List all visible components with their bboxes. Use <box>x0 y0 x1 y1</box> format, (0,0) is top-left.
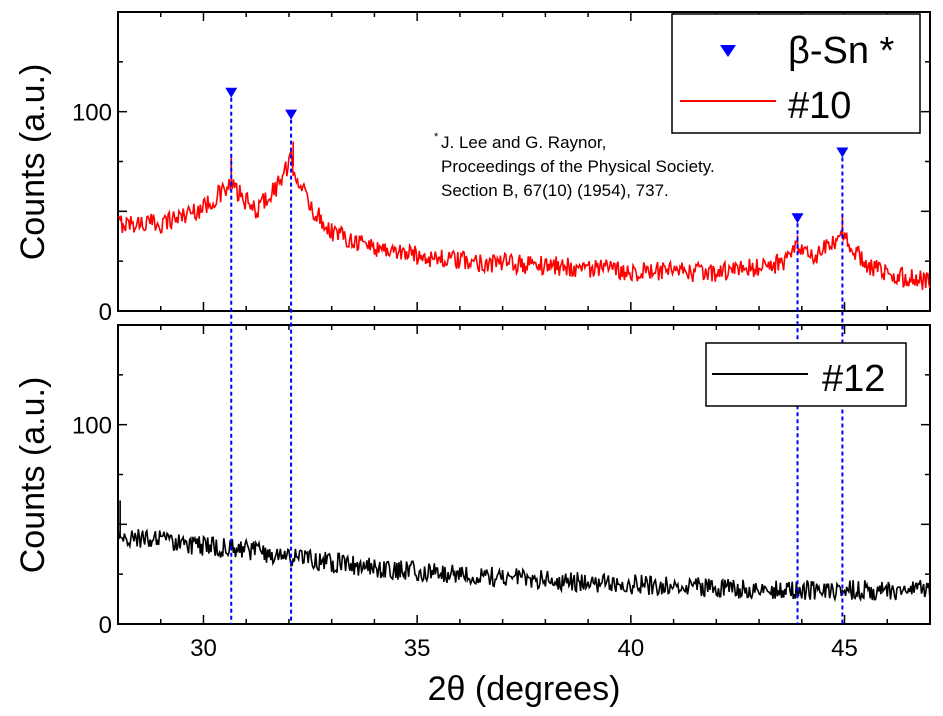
legend-triangle-marker <box>720 45 736 57</box>
citation-mark: * <box>434 131 439 143</box>
reference-citation: * J. Lee and G. Raynor, Proceedings of t… <box>434 131 715 200</box>
plot-area: 0 100 0 100 30 35 40 45 <box>72 11 931 662</box>
series-line-12 <box>117 528 931 603</box>
legend-label-beta-sn: β-Sn * <box>788 30 895 72</box>
y-tick-label: 0 <box>99 612 112 639</box>
reference-peak-marker <box>791 213 804 224</box>
citation-line-3: Section B, 67(10) (1954), 737. <box>441 181 669 200</box>
citation-line-2: Proceedings of the Physical Society. <box>441 157 715 176</box>
legend-label-10: #10 <box>788 85 851 127</box>
y-axis-label-top: Counts (a.u.) <box>14 64 52 261</box>
reference-peak-marker <box>285 109 298 120</box>
x-tick-label: 40 <box>617 635 644 662</box>
y-axis-label-bottom: Counts (a.u.) <box>14 377 52 574</box>
y-tick-label: 100 <box>72 100 112 127</box>
panel-1: 0 100 <box>72 11 931 326</box>
x-tick-label: 35 <box>404 635 431 662</box>
legend-label-12: #12 <box>822 358 885 400</box>
legend-top: β-Sn * #10 <box>671 13 921 134</box>
citation-line-1: J. Lee and G. Raynor, <box>441 133 606 152</box>
series-line-10 <box>117 149 931 290</box>
x-tick-label: 45 <box>831 635 858 662</box>
reference-peak-marker <box>225 87 238 98</box>
panel-2: 0 100 <box>72 324 931 639</box>
x-tick-label: 30 <box>190 635 217 662</box>
reference-peak-marker <box>836 147 849 158</box>
y-tick-label: 0 <box>99 299 112 326</box>
legend-bottom: #12 <box>705 342 907 407</box>
y-tick-label: 100 <box>72 413 112 440</box>
legend-top-box <box>671 13 921 134</box>
x-axis-label: 2θ (degrees) <box>428 670 621 708</box>
